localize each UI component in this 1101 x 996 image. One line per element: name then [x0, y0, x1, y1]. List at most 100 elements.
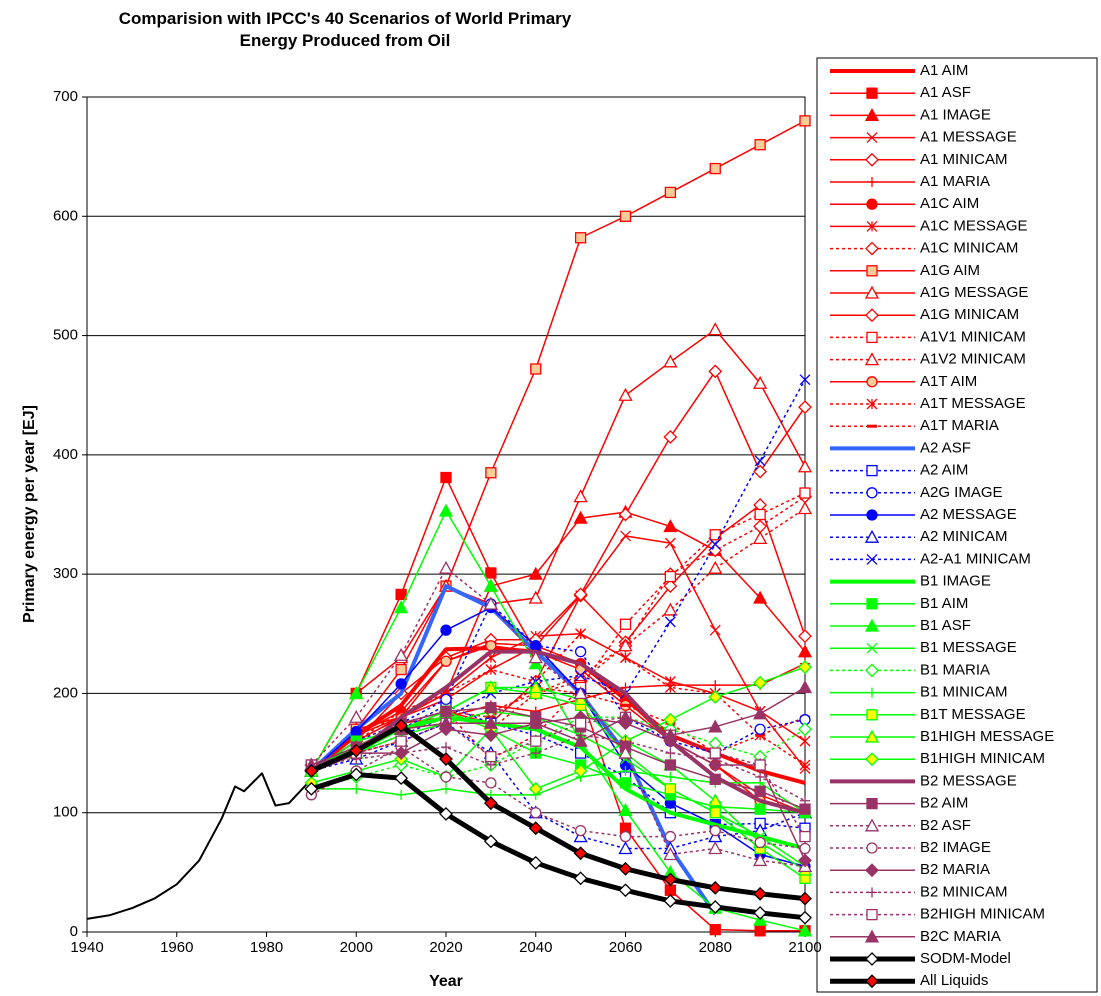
legend-label: B2HIGH MINICAM: [920, 906, 1045, 923]
data-point: [708, 560, 723, 574]
series-line: [310, 606, 806, 868]
data-point: [797, 459, 813, 473]
y-tick-label: 100: [53, 804, 78, 821]
legend-marker: [864, 529, 880, 543]
legend-label: B2 MARIA: [920, 861, 990, 878]
data-point: [618, 638, 633, 652]
legend-label: A1 AIM: [920, 62, 968, 79]
data-point: [528, 821, 543, 836]
series-line: [311, 379, 806, 772]
data-point: [530, 748, 541, 759]
data-point: [395, 735, 407, 747]
data-point: [798, 853, 812, 868]
data-point: [709, 923, 721, 936]
data-point: [440, 655, 452, 667]
legend-marker: [865, 752, 879, 767]
legend-label: A1C MINICAM: [920, 240, 1018, 257]
data-point: [665, 748, 676, 759]
data-point: [664, 616, 676, 628]
data-point: [620, 736, 631, 747]
data-point: [573, 686, 588, 700]
y-tick-label: 200: [53, 684, 78, 701]
legend-marker: [864, 929, 880, 943]
data-point: [350, 725, 362, 738]
data-point: [709, 538, 721, 550]
data-point: [530, 640, 542, 652]
data-point: [798, 400, 812, 415]
data-point: [394, 647, 409, 661]
series-line: [311, 686, 806, 772]
y-tick-label: 700: [53, 88, 78, 105]
legend-marker: [866, 642, 878, 654]
legend-label: A1G AIM: [920, 262, 980, 279]
data-point: [664, 884, 677, 896]
data-point: [798, 910, 812, 925]
data-point: [575, 628, 587, 640]
data-point: [799, 487, 811, 499]
data-point: [664, 186, 677, 199]
series-line: [311, 734, 806, 802]
data-point: [440, 705, 452, 717]
series-line: [311, 710, 806, 868]
data-point: [663, 602, 678, 616]
series-line: [310, 584, 717, 916]
data-point: [528, 566, 543, 580]
data-point: [665, 771, 676, 782]
data-point: [438, 503, 454, 517]
y-tick-label: 600: [53, 207, 78, 224]
x-tick-label: 2100: [788, 939, 821, 956]
data-point: [708, 364, 723, 379]
data-point: [708, 841, 723, 855]
legend-box: [816, 57, 1098, 993]
legend-label: B2 MESSAGE: [920, 772, 1017, 789]
data-point: [573, 846, 588, 861]
legend-label: A1G MINICAM: [920, 306, 1019, 323]
legend-label: All Liquids: [920, 972, 988, 989]
data-point: [528, 715, 543, 729]
data-point: [798, 660, 812, 675]
legend-label: A2 MINICAM: [920, 528, 1008, 545]
data-point: [709, 773, 721, 785]
data-point: [754, 759, 766, 771]
legend-marker: [866, 553, 878, 565]
data-point: [438, 560, 454, 574]
legend-marker: [866, 487, 878, 499]
data-point: [440, 471, 452, 484]
data-point: [304, 764, 319, 778]
x-tick-label: 2000: [340, 939, 373, 956]
data-point: [664, 682, 676, 693]
data-point: [618, 802, 633, 816]
x-tick-label: 2020: [429, 939, 462, 956]
legend-label: B2 IMAGE: [920, 839, 991, 856]
data-point: [797, 923, 813, 937]
x-tick-label: 2080: [699, 939, 732, 956]
x-tick-label: 2040: [519, 939, 552, 956]
data-point: [620, 765, 631, 776]
data-point: [574, 646, 587, 658]
data-point: [440, 693, 452, 706]
series-line: [311, 716, 806, 837]
legend-label: A2 MESSAGE: [920, 506, 1017, 523]
data-point: [663, 519, 678, 533]
data-point: [799, 735, 811, 747]
legend-label: A2G IMAGE: [920, 484, 1003, 501]
legend-marker: [866, 331, 878, 344]
legend-marker: [867, 887, 877, 898]
data-point: [664, 570, 677, 583]
legend-label: A1 MARIA: [920, 173, 990, 190]
data-point: [619, 618, 632, 630]
data-point: [708, 900, 723, 914]
legend-label: B2 ASF: [920, 817, 971, 834]
data-point: [618, 861, 633, 876]
data-point: [575, 670, 587, 681]
y-tick-label: 500: [53, 327, 78, 344]
data-point: [618, 709, 633, 723]
data-point: [663, 847, 678, 861]
data-point: [664, 759, 677, 771]
data-point: [664, 783, 677, 795]
data-point: [483, 596, 498, 610]
data-point: [530, 735, 542, 747]
legend-marker: [866, 376, 878, 388]
data-point: [709, 529, 721, 541]
